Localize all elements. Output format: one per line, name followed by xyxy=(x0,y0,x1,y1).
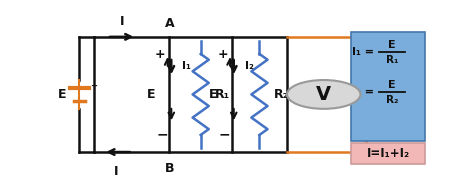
Text: A: A xyxy=(164,17,174,30)
Text: I=I₁+I₂: I=I₁+I₂ xyxy=(366,147,410,160)
Text: E: E xyxy=(58,88,66,101)
Text: R₁: R₁ xyxy=(215,88,230,101)
Text: V: V xyxy=(316,85,331,104)
Text: I₁: I₁ xyxy=(182,61,191,71)
Text: I₂: I₂ xyxy=(245,61,254,71)
Circle shape xyxy=(287,80,361,109)
Text: B: B xyxy=(164,162,174,175)
Text: +: + xyxy=(90,81,97,90)
Text: R₂: R₂ xyxy=(386,95,399,105)
Text: +: + xyxy=(218,48,228,61)
Text: I₂ =: I₂ = xyxy=(352,87,374,97)
Text: E: E xyxy=(388,40,396,50)
Text: I: I xyxy=(119,15,124,28)
Text: +: + xyxy=(155,48,165,61)
Text: E: E xyxy=(147,88,155,101)
Text: E: E xyxy=(388,80,396,91)
FancyBboxPatch shape xyxy=(351,32,425,141)
Text: I: I xyxy=(114,165,118,178)
Text: R₁: R₁ xyxy=(386,55,399,65)
Text: I₁ =: I₁ = xyxy=(352,47,374,57)
Text: E: E xyxy=(210,88,218,101)
FancyBboxPatch shape xyxy=(351,143,425,164)
Text: −: − xyxy=(219,128,230,142)
Text: R₂: R₂ xyxy=(274,88,289,101)
Text: −: − xyxy=(156,128,168,142)
